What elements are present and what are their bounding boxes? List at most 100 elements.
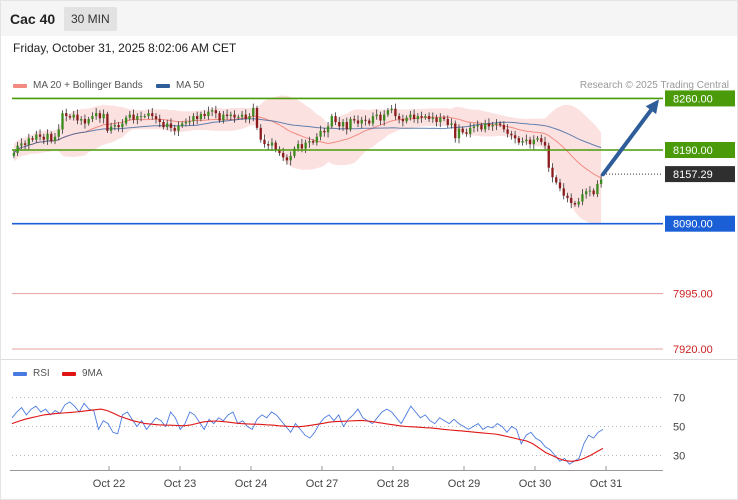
candle: [570, 193, 573, 209]
candle: [124, 115, 128, 126]
candle-body: [562, 188, 565, 196]
candle-body: [543, 141, 547, 146]
chart-header: Cac 40 30 MIN: [0, 0, 738, 36]
candle-body: [240, 114, 244, 117]
candle-body: [289, 155, 292, 161]
candle: [154, 113, 158, 124]
candle-body: [510, 133, 513, 136]
candle-body: [502, 124, 506, 130]
candle: [162, 119, 165, 130]
candle: [169, 118, 173, 132]
projection-arrow-head: [645, 99, 659, 115]
candle-body: [588, 190, 592, 192]
candle-body: [136, 116, 139, 120]
candle-body: [218, 113, 221, 121]
candle-body: [461, 128, 464, 133]
candle: [42, 133, 45, 145]
level-8190-00-label: 8190.00: [673, 145, 713, 157]
candle-body: [214, 110, 218, 114]
candle: [259, 124, 262, 143]
candle-body: [203, 113, 206, 117]
candle-body: [68, 116, 72, 118]
legend-swatch-ma50: [156, 83, 170, 88]
candle-body: [80, 119, 83, 121]
candle: [596, 180, 599, 198]
candle: [31, 136, 34, 142]
candle-body: [98, 113, 102, 119]
candle-body: [121, 123, 124, 128]
candle: [401, 114, 405, 127]
candle-body: [401, 119, 405, 122]
candle-body: [117, 124, 120, 128]
candle: [495, 119, 498, 131]
candle-body: [412, 114, 416, 120]
candle-body: [457, 128, 461, 139]
candle: [353, 115, 356, 124]
candle-body: [296, 144, 300, 149]
candle: [91, 112, 94, 122]
candle-body: [267, 144, 270, 146]
candle-body: [87, 119, 90, 124]
candle: [461, 126, 464, 135]
candle: [192, 113, 195, 126]
candle: [476, 120, 479, 132]
interval-button[interactable]: 30 MIN: [64, 7, 117, 31]
candle: [356, 115, 360, 128]
candle: [65, 108, 68, 122]
candle: [158, 114, 161, 128]
candle-body: [375, 114, 378, 117]
candle: [558, 178, 562, 192]
legend-label-9ma: 9MA: [82, 368, 103, 379]
candle-body: [592, 190, 595, 195]
candle: [319, 125, 322, 141]
candle: [487, 118, 491, 131]
candle: [218, 110, 221, 123]
candle-body: [229, 114, 232, 117]
candle: [285, 154, 289, 165]
candle-body: [315, 136, 319, 143]
candle-body: [547, 145, 550, 168]
legend-swatch-bollinger: [13, 83, 27, 88]
timestamp: Friday, October 31, 2025 8:02:06 AM CET: [13, 41, 237, 55]
candle-body: [61, 113, 64, 130]
candle: [23, 140, 27, 150]
candle-body: [154, 116, 158, 120]
candle: [334, 112, 337, 125]
rsi-series-9ma: [11, 408, 604, 462]
candle-body: [124, 117, 128, 124]
candle: [420, 111, 423, 123]
candle: [278, 146, 281, 156]
candle-body: [308, 141, 311, 143]
candle-body: [23, 143, 27, 145]
candle-body: [169, 123, 173, 128]
candle-body: [38, 134, 42, 137]
candle-body: [472, 126, 476, 128]
candle: [405, 115, 408, 124]
candle-body: [551, 167, 554, 178]
candle-body: [319, 130, 322, 137]
candle: [364, 115, 367, 126]
candle-body: [263, 139, 266, 145]
candle-body: [109, 126, 113, 131]
candle: [199, 111, 203, 122]
candle-body: [353, 119, 356, 121]
candle: [491, 122, 494, 131]
candle-body: [525, 139, 528, 142]
x-tick-label: Oct 22: [93, 478, 125, 490]
candle-body: [558, 182, 562, 189]
candle: [233, 110, 236, 123]
candle: [540, 134, 543, 145]
candle-body: [405, 117, 408, 122]
x-tick-label: Oct 23: [164, 478, 196, 490]
candle: [416, 113, 420, 124]
candle: [424, 113, 427, 120]
candle: [502, 121, 506, 133]
candle: [439, 113, 442, 128]
candle: [184, 118, 188, 127]
candle-body: [330, 116, 333, 127]
legend-ma50: MA 50: [156, 80, 204, 91]
candle: [12, 150, 16, 159]
candle: [360, 116, 363, 128]
candle-body: [585, 191, 588, 195]
candle: [188, 116, 191, 126]
